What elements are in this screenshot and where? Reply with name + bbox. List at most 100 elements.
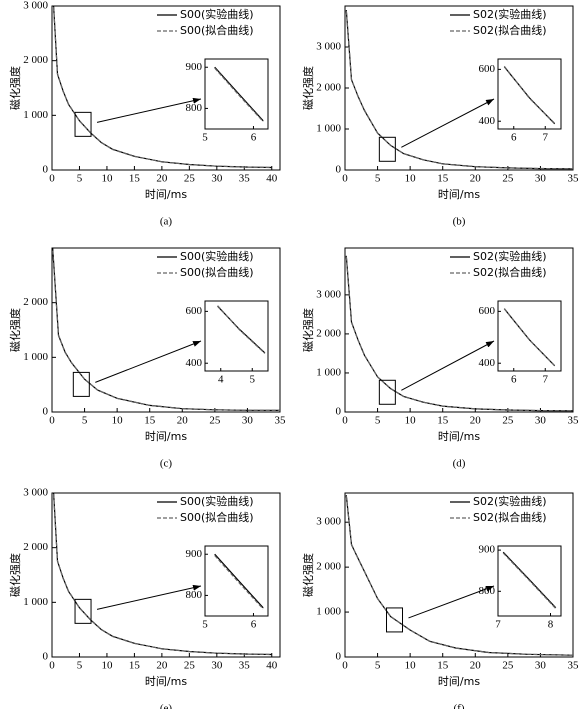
y-tick-label: 1 000 xyxy=(316,606,341,618)
inset-x-tick-label: 7 xyxy=(543,374,549,386)
legend-label: S02(拟合曲线) xyxy=(473,23,547,37)
x-axis-label: 时间/ms xyxy=(438,675,480,688)
inset-y-tick-label: 400 xyxy=(479,357,496,369)
x-tick-label: 35 xyxy=(568,660,580,672)
x-tick-label: 20 xyxy=(470,415,482,427)
x-axis-label: 时间/ms xyxy=(145,675,187,688)
panel: 0 5 10 15 20 25 30 35 0 1 000 2 000 3 000 时间/ms 磁化强度 (… xyxy=(301,5,579,228)
caption: (e) xyxy=(160,703,173,709)
inset-y-tick-label: 900 xyxy=(479,544,496,556)
data-line xyxy=(53,7,272,169)
inset-y-tick-label: 800 xyxy=(186,102,203,114)
inset-y-tick-label: 600 xyxy=(186,305,203,317)
legend-label: S00(实验曲线) xyxy=(180,249,254,263)
inset-line xyxy=(503,65,556,124)
y-axis-label: 磁化强度 xyxy=(8,553,22,597)
x-tick-label: 0 xyxy=(49,660,55,672)
inset-x-tick-label: 5 xyxy=(202,132,208,144)
inset-y-tick-label: 600 xyxy=(479,63,496,75)
zoom-arrow xyxy=(401,98,495,148)
zoom-arrow xyxy=(96,584,202,610)
x-tick-label: 35 xyxy=(239,173,251,185)
data-line xyxy=(345,496,574,656)
x-tick-label: 30 xyxy=(535,660,547,672)
y-tick-label: 3 000 xyxy=(23,0,48,12)
caption: (b) xyxy=(453,216,466,228)
y-tick-label: 3 000 xyxy=(316,41,341,53)
inset-y-tick-label: 900 xyxy=(186,61,203,73)
inset-line xyxy=(503,308,556,367)
y-tick-label: 0 xyxy=(43,406,49,418)
inset-line xyxy=(502,552,557,610)
legend-label: S02(拟合曲线) xyxy=(473,510,547,524)
x-tick-label: 0 xyxy=(342,660,348,672)
y-tick-label: 1 000 xyxy=(23,351,48,363)
plot-frame xyxy=(51,247,281,413)
x-tick-label: 5 xyxy=(82,415,88,427)
legend-label: S00(实验曲线) xyxy=(180,7,254,21)
y-axis-label: 磁化强度 xyxy=(301,308,315,352)
x-tick-label: 30 xyxy=(211,660,223,672)
inset-x-tick-label: 4 xyxy=(218,374,224,386)
panel: 0 5 10 15 20 25 30 35 40 0 1 000 2 000 3 000 时间/ms 磁化强… xyxy=(8,0,281,228)
x-tick-label: 25 xyxy=(502,415,514,427)
x-tick-label: 10 xyxy=(405,415,417,427)
x-tick-label: 25 xyxy=(184,660,196,672)
y-tick-label: 2 000 xyxy=(316,561,341,573)
x-tick-label: 5 xyxy=(77,660,83,672)
inset-x-tick-label: 8 xyxy=(548,619,554,631)
legend-label: S02(拟合曲线) xyxy=(473,265,547,279)
caption: (f) xyxy=(454,703,465,709)
inset-line xyxy=(217,305,266,354)
plot-frame xyxy=(51,5,281,171)
x-tick-label: 15 xyxy=(437,173,449,185)
data-line xyxy=(53,494,272,656)
zoom-box xyxy=(386,607,404,633)
x-axis-label: 时间/ms xyxy=(438,188,480,201)
x-tick-label: 30 xyxy=(535,173,547,185)
x-tick-label: 10 xyxy=(101,660,113,672)
inset-x-tick-label: 6 xyxy=(511,132,517,144)
x-tick-label: 25 xyxy=(209,415,221,427)
x-tick-label: 0 xyxy=(49,415,55,427)
legend-label: S02(实验曲线) xyxy=(473,249,547,263)
inset-line xyxy=(214,66,264,122)
x-axis-label: 时间/ms xyxy=(438,430,480,443)
zoom-arrow xyxy=(401,340,495,391)
inset-y-tick-label: 400 xyxy=(479,115,496,127)
y-tick-label: 2 000 xyxy=(316,82,341,94)
panel: 0 5 10 15 20 25 30 35 0 1 000 2 000 3 000 时间/ms 磁化强度 (… xyxy=(301,247,579,470)
y-tick-label: 0 xyxy=(336,164,342,176)
y-tick-label: 2 000 xyxy=(23,296,48,308)
x-tick-label: 10 xyxy=(405,173,417,185)
x-tick-label: 35 xyxy=(239,660,251,672)
data-line xyxy=(52,250,281,411)
x-tick-label: 15 xyxy=(129,173,141,185)
inset-frame xyxy=(204,58,269,130)
y-tick-label: 0 xyxy=(336,651,342,663)
inset-frame xyxy=(497,58,562,130)
y-tick-label: 2 000 xyxy=(23,54,48,66)
x-tick-label: 5 xyxy=(375,660,381,672)
legend-label: S00(拟合曲线) xyxy=(180,23,254,37)
x-tick-label: 40 xyxy=(266,660,278,672)
inset-y-tick-label: 400 xyxy=(186,357,203,369)
x-tick-label: 20 xyxy=(156,173,168,185)
x-tick-label: 0 xyxy=(342,173,348,185)
x-tick-label: 20 xyxy=(470,660,482,672)
inset-y-tick-label: 900 xyxy=(186,548,203,560)
plot-frame xyxy=(344,492,574,658)
legend-label: S00(实验曲线) xyxy=(180,494,254,508)
y-axis-label: 磁化强度 xyxy=(8,308,22,352)
panel: 0 5 10 15 20 25 30 35 0 1 000 2 000 时间/ms 磁化强度 (c) S00… xyxy=(8,247,286,470)
y-axis-label: 磁化强度 xyxy=(301,553,315,597)
x-tick-label: 30 xyxy=(242,415,254,427)
zoom-box xyxy=(74,598,92,624)
x-tick-label: 10 xyxy=(101,173,113,185)
data-line xyxy=(345,256,574,412)
x-tick-label: 5 xyxy=(375,415,381,427)
caption: (a) xyxy=(160,216,173,228)
y-axis-label: 磁化强度 xyxy=(301,66,315,110)
zoom-box xyxy=(72,371,90,397)
